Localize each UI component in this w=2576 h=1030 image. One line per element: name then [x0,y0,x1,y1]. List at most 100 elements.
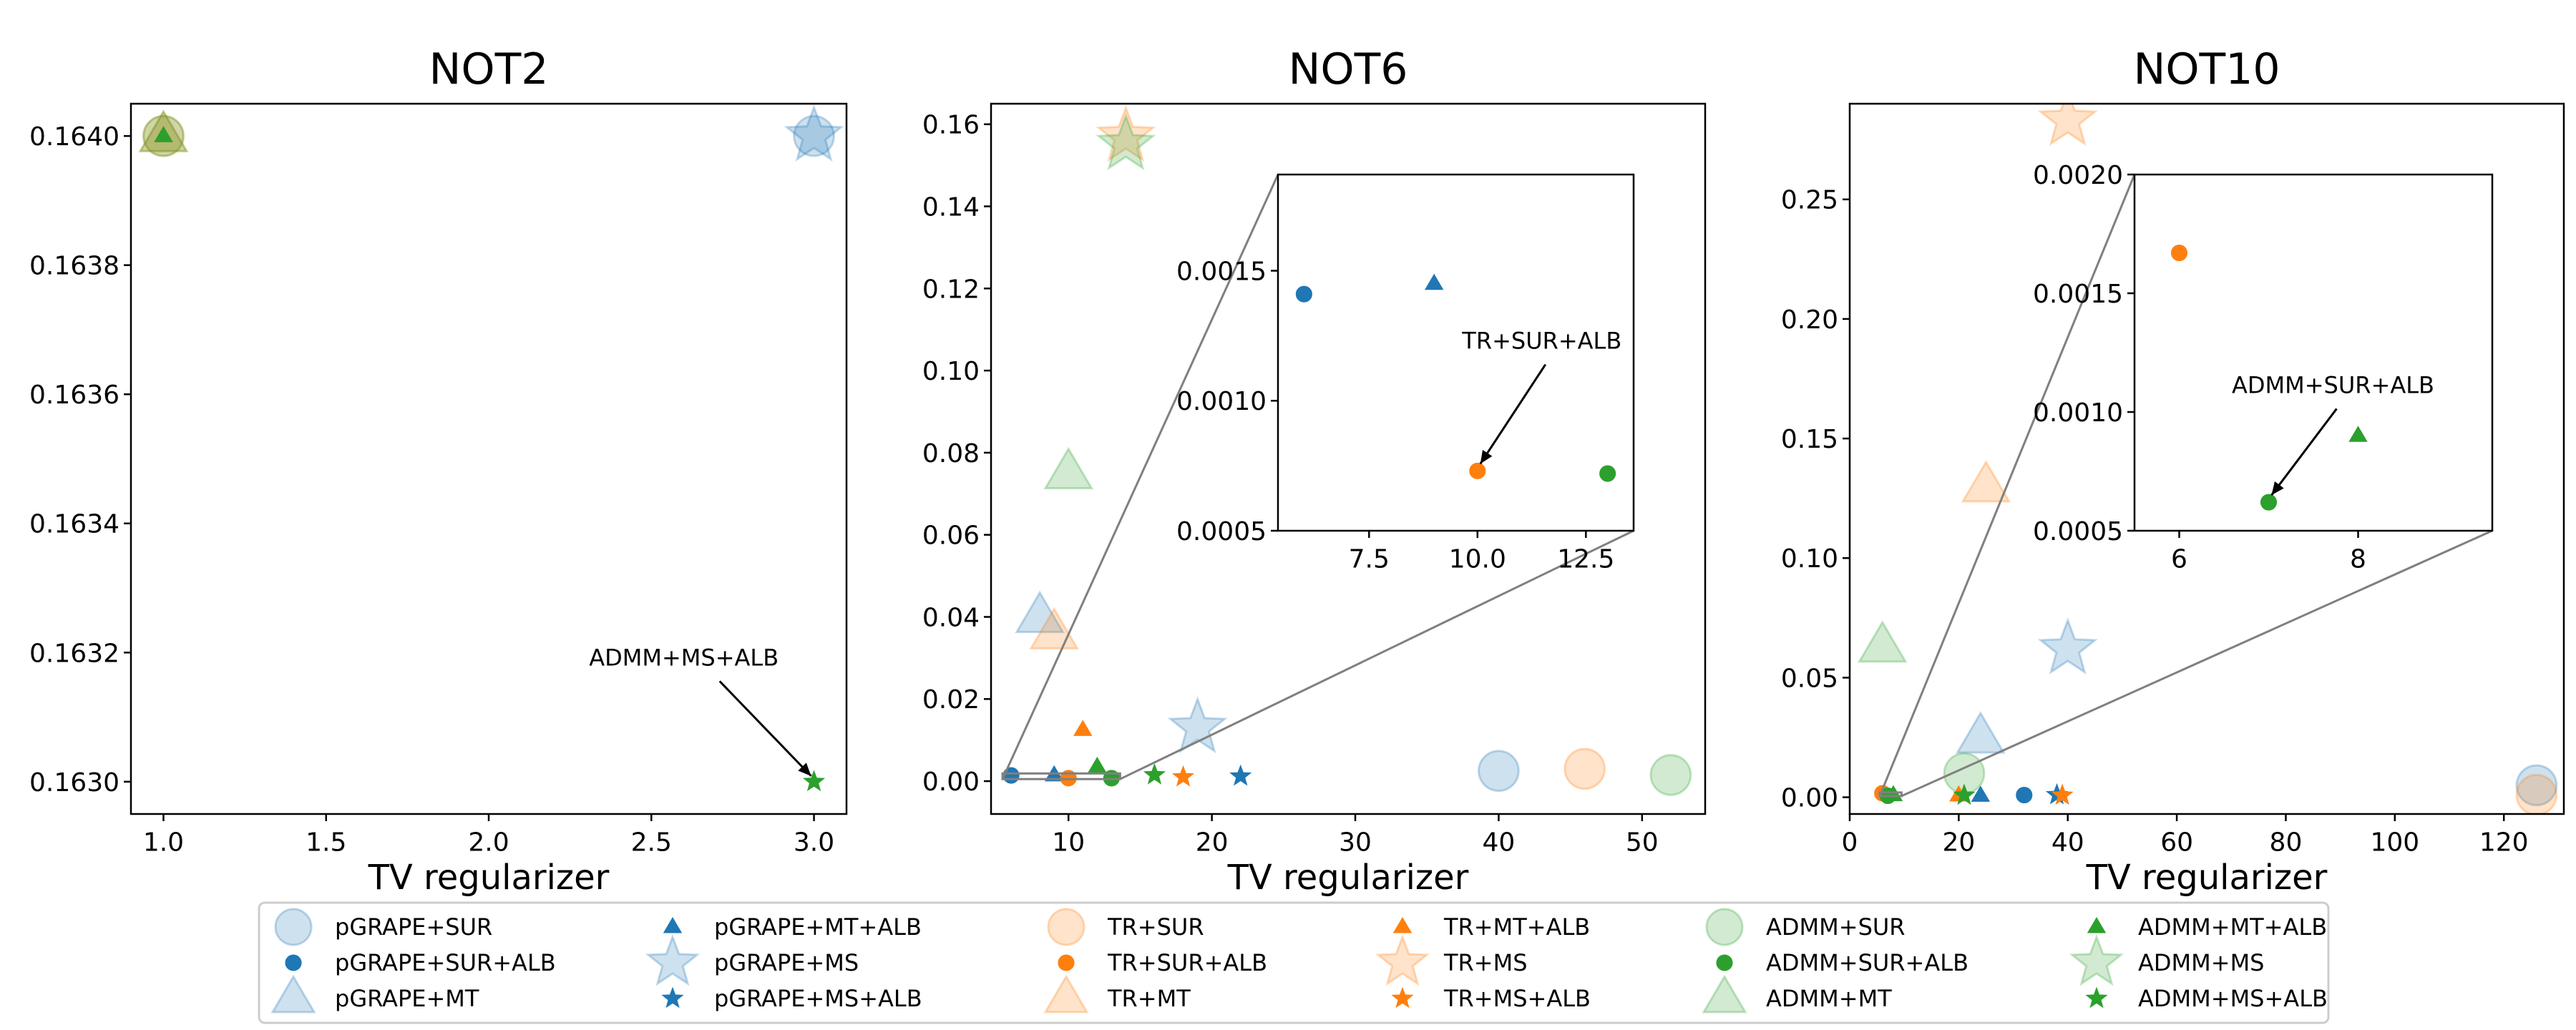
marker-tr-sur-alb [1469,462,1486,479]
chart-not10-inset-ytick-label: 0.0010 [2033,398,2123,428]
chart-not6-xlabel: TV regularizer [1227,858,1469,898]
legend-label-tr-ms-alb: TR+MS+ALB [1443,985,1591,1012]
legend-label-pgrape-ms-alb: pGRAPE+MS+ALB [714,985,922,1012]
legend-label-pgrape-sur: pGRAPE+SUR [335,913,492,941]
legend-entry-pgrape-ms-alb: pGRAPE+MS+ALB [661,985,922,1012]
legend-entry-pgrape-sur: pGRAPE+SUR [274,908,492,946]
chart-not6-xtick-label: 40 [1483,828,1516,857]
marker-admm-ms-alb [1143,763,1166,785]
chart-not2-xlabel: TV regularizer [368,858,610,898]
chart-not6-zoom-connector [1119,529,1634,780]
chart-not2-ytick-label: 0.1630 [29,768,119,798]
marker-pgrape-mt-alb [1424,273,1444,290]
marker-tr-ms-alb [1391,986,1414,1009]
marker-tr-sur-alb [2170,245,2188,262]
chart-not2-ytick-label: 0.1634 [29,510,119,539]
chart-not2-title: NOT2 [429,44,549,94]
chart-not10-xtick-label: 120 [2479,828,2529,857]
chart-not6-inset-xtick-label: 12.5 [1557,544,1614,574]
chart-not10-inset-xtick-label: 6 [2171,544,2187,574]
chart-not2-ytick-label: 0.1636 [29,381,119,410]
chart-not6-ytick-label: 0.16 [922,111,980,140]
chart-not2-xtick-label: 1.5 [306,828,346,857]
legend-entry-pgrape-mt-alb: pGRAPE+MT+ALB [663,913,922,941]
chart-not6-xtick-label: 10 [1052,828,1085,857]
marker-tr-ms-alb [1171,765,1195,787]
marker-pgrape-ms [2037,617,2098,675]
chart-not10-inset-xtick-label: 8 [2350,544,2366,574]
chart-not10-title: NOT10 [2133,44,2280,94]
chart-not10-xlabel: TV regularizer [2086,858,2328,898]
legend-label-tr-mt-alb: TR+MT+ALB [1443,913,1590,941]
chart-not10-xtick-label: 20 [1942,828,1975,857]
legend-label-tr-mt: TR+MT [1107,985,1191,1012]
marker-admm-mt-alb [2348,426,2368,442]
marker-admm-sur [1705,908,1744,946]
legend-entry-admm-sur: ADMM+SUR [1705,908,1906,946]
chart-not6-inset-ytick-label: 0.0010 [1176,387,1267,416]
chart-not10-inset-ytick-label: 0.0020 [2033,161,2123,190]
marker-admm-mt [1702,974,1747,1014]
marker-admm-ms-alb [2085,986,2108,1009]
marker-admm-ms-alb [802,770,826,792]
marker-admm-sur [1649,754,1692,796]
chart-not6-xtick-label: 20 [1196,828,1229,857]
marker-tr-mt-alb [1392,917,1413,933]
chart-not10-inset-annotation-arrow-line [2270,408,2338,496]
marker-pgrape-sur [2515,764,2558,807]
legend-entry-pgrape-ms: pGRAPE+MS [645,933,859,986]
chart-not2-annotation-arrow-head [798,762,811,776]
marker-pgrape-sur-alb [285,954,302,971]
chart-not6-inset-xtick-label: 7.5 [1349,544,1390,574]
legend-entry-pgrape-mt: pGRAPE+MT [270,974,479,1014]
legend-label-admm-sur-alb: ADMM+SUR+ALB [1766,949,1968,976]
chart-not6-zoom-connector [1001,174,1279,780]
marker-admm-ms [2069,933,2124,986]
marker-pgrape-mt-alb [1971,785,1991,802]
marker-admm-ms-alb [1953,783,1976,805]
chart-not10-xtick-label: 100 [2370,828,2419,857]
chart-not10-inset: 6 8 0.0005 0.0010 0.0015 0.0020 ADMM+SUR+ALB [2033,161,2494,574]
legend-label-tr-sur: TR+SUR [1107,913,1204,941]
legend-entry-pgrape-sur-alb: pGRAPE+SUR+ALB [285,949,556,976]
chart-not6: 10 20 30 40 50 0.00 0.02 0.04 0.06 0.08 0.10 0.12 0.… [922,44,1707,898]
legend-label-tr-ms: TR+MS [1443,949,1528,976]
chart-not10-inset-annotation: ADMM+SUR+ALB [2232,371,2434,398]
marker-admm-mt [1043,446,1094,490]
legend-label-pgrape-ms: pGRAPE+MS [714,949,859,976]
chart-not10-frame [1848,102,2565,815]
legend-label-pgrape-mt-alb: pGRAPE+MT+ALB [714,913,922,941]
chart-not2-xtick-label: 1.0 [143,828,184,857]
chart-not6-inset: 7.5 10.0 12.5 0.0005 0.0010 0.0015 TR+SUR+ALB [1176,173,1635,574]
chart-not10-inset-ytick-label: 0.0005 [2033,517,2123,546]
chart-not6-title: NOT6 [1289,44,1408,94]
legend-entry-tr-ms-alb: TR+MS+ALB [1391,985,1591,1012]
marker-tr-ms [2037,104,2098,147]
marker-admm-mt [1857,619,1908,663]
legend-entry-admm-ms: ADMM+MS [2069,933,2264,986]
marker-pgrape-ms-alb [661,986,684,1009]
marker-tr-sur [2515,773,2558,814]
chart-not2-annotation-arrow-line [718,680,812,777]
chart-not2-ytick-label: 0.1632 [29,639,119,668]
chart-not6-inset-annotation-arrow-line [1479,363,1547,465]
chart-not10-xtick-label: 60 [2160,828,2193,857]
chart-not6-ytick-label: 0.00 [922,767,980,797]
chart-not6-ytick-label: 0.04 [922,603,980,632]
marker-tr-ms [1096,104,1156,162]
marker-admm-mt-alb [154,126,173,142]
chart-not10-ytick-label: 0.25 [1781,186,1838,215]
chart-not6-inset-annotation-arrow-head [1480,449,1493,464]
marker-tr-sur [1047,908,1085,946]
chart-not2-points [138,104,844,792]
chart-not2-ytick-label: 0.1638 [29,252,119,281]
chart-not10-xtick-label: 0 [1842,828,1858,857]
chart-not6-frame [990,102,1707,815]
chart-not10-ytick-label: 0.10 [1781,544,1838,574]
chart-not10-xtick-label: 40 [2051,828,2084,857]
chart-not10-zoom-connector [1878,174,2136,797]
chart-not2: 1.0 1.5 2.0 2.5 3.0 0.1630 0.1632 0.1634 0.1636 0… [29,44,848,898]
chart-not6-ytick-label: 0.14 [922,192,980,222]
marker-pgrape-ms [645,933,701,986]
marker-pgrape-sur [1478,750,1520,793]
